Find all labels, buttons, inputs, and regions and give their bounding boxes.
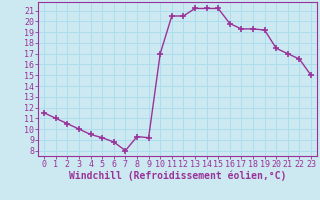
X-axis label: Windchill (Refroidissement éolien,°C): Windchill (Refroidissement éolien,°C) [69, 171, 286, 181]
